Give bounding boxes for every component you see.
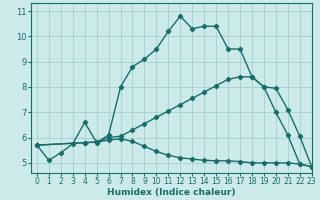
X-axis label: Humidex (Indice chaleur): Humidex (Indice chaleur) xyxy=(107,188,236,197)
